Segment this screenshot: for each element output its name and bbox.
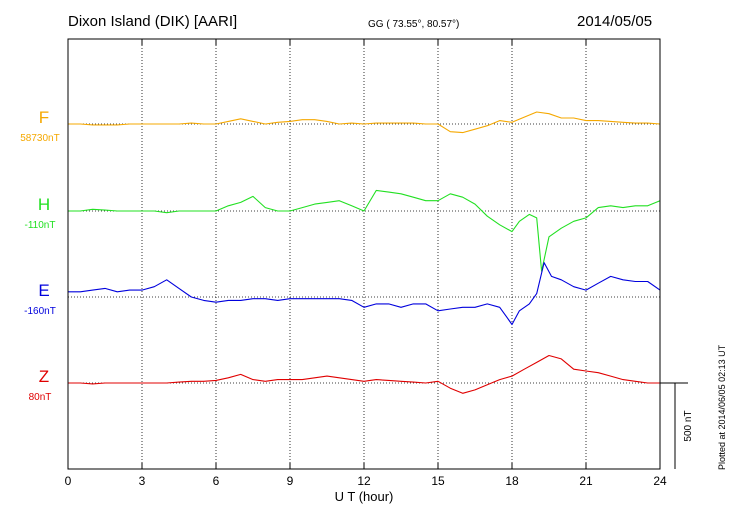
scale-bar-label: 500 nT <box>683 410 694 441</box>
x-axis-label: U T (hour) <box>335 489 394 504</box>
x-tick-label: 15 <box>431 474 445 488</box>
plotted-timestamp: Plotted at 2014/06/05 02:13 UT <box>717 344 727 470</box>
x-ticks: 0 3 6 9 12 15 18 21 24 <box>65 39 667 488</box>
series-baseline-h: -110nT <box>25 220 56 231</box>
chart-date: 2014/05/05 <box>577 13 653 30</box>
x-tick-label: 3 <box>139 474 146 488</box>
grid-lines <box>68 39 660 469</box>
series-name-f: F <box>39 108 49 127</box>
series-layer <box>68 111 661 394</box>
x-tick-label: 12 <box>357 474 371 488</box>
x-tick-label: 6 <box>213 474 220 488</box>
series-labels: F 58730nT H -110nT E -160nT Z 80nT <box>20 108 59 403</box>
series-baseline-f: 58730nT <box>20 133 59 144</box>
x-tick-label: 18 <box>505 474 519 488</box>
series-line-e <box>68 262 661 326</box>
x-tick-label: 9 <box>287 474 294 488</box>
x-tick-label: 21 <box>579 474 593 488</box>
x-tick-label: 0 <box>65 474 72 488</box>
series-baseline-z: 80nT <box>29 392 52 403</box>
series-name-h: H <box>38 195 50 214</box>
x-tick-label: 24 <box>653 474 667 488</box>
series-line-f <box>68 111 661 134</box>
series-name-e: E <box>38 281 49 300</box>
scale-bar: 500 nT <box>660 382 694 469</box>
station-coordinates: GG ( 73.55°, 80.57°) <box>368 19 460 30</box>
station-title: Dixon Island (DIK) [AARI] <box>68 13 238 30</box>
plot-frame <box>67 38 661 470</box>
series-name-z: Z <box>39 367 49 386</box>
series-line-z <box>68 354 660 394</box>
series-line-h <box>68 189 661 272</box>
series-baseline-e: -160nT <box>24 306 56 317</box>
